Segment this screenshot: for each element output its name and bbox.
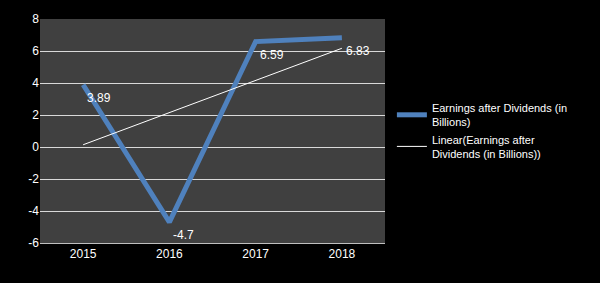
svg-text:Earnings after Dividends (inBi: Earnings after Dividends (inBillions) <box>432 102 567 128</box>
svg-text:3.89: 3.89 <box>87 91 111 105</box>
svg-text:4: 4 <box>32 76 39 90</box>
svg-text:2: 2 <box>32 108 39 122</box>
svg-text:2015: 2015 <box>70 247 97 261</box>
svg-text:0: 0 <box>32 140 39 154</box>
svg-text:8: 8 <box>32 12 39 26</box>
svg-text:6.59: 6.59 <box>260 48 284 62</box>
svg-text:2017: 2017 <box>242 247 269 261</box>
svg-text:-4.7: -4.7 <box>173 228 194 242</box>
svg-text:6.83: 6.83 <box>346 44 370 58</box>
svg-text:6: 6 <box>32 44 39 58</box>
svg-text:-4: -4 <box>28 204 39 218</box>
svg-text:Linear(Earnings afterDividends: Linear(Earnings afterDividends (in Billi… <box>432 134 541 160</box>
svg-text:-2: -2 <box>28 172 39 186</box>
svg-text:-6: -6 <box>28 236 39 250</box>
svg-text:2018: 2018 <box>329 247 356 261</box>
svg-text:2016: 2016 <box>156 247 183 261</box>
